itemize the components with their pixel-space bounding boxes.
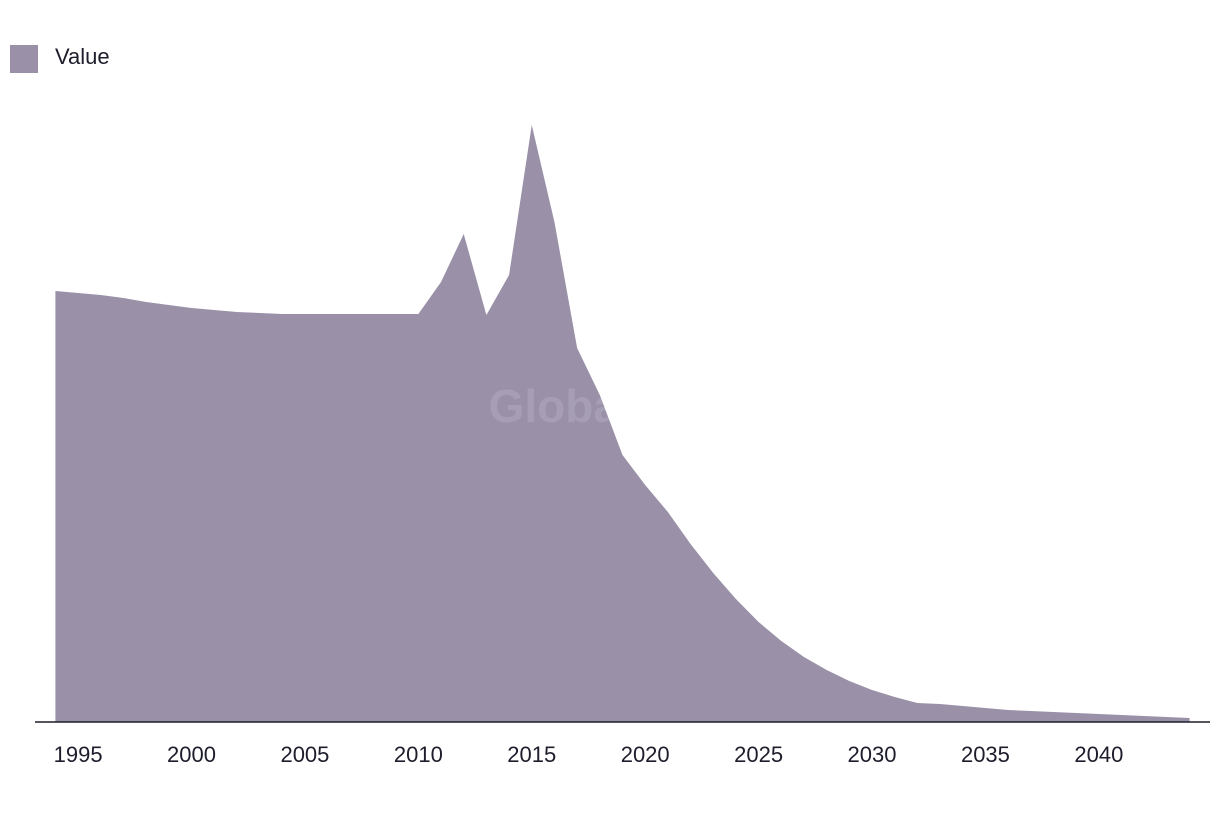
legend-label: Value <box>55 44 110 69</box>
x-tick-label: 2035 <box>961 742 1010 767</box>
x-tick-label: 2005 <box>280 742 329 767</box>
x-tick-label: 2015 <box>507 742 556 767</box>
area <box>55 125 1190 722</box>
x-tick-label: 1995 <box>54 742 103 767</box>
legend-swatch <box>10 45 38 73</box>
x-tick-label: 2000 <box>167 742 216 767</box>
x-tick-label: 2020 <box>621 742 670 767</box>
x-tick-label: 2010 <box>394 742 443 767</box>
watermark: GlobalData <box>489 380 732 432</box>
x-tick-label: 2040 <box>1074 742 1123 767</box>
x-tick-label: 2025 <box>734 742 783 767</box>
x-tick-label: 2030 <box>848 742 897 767</box>
